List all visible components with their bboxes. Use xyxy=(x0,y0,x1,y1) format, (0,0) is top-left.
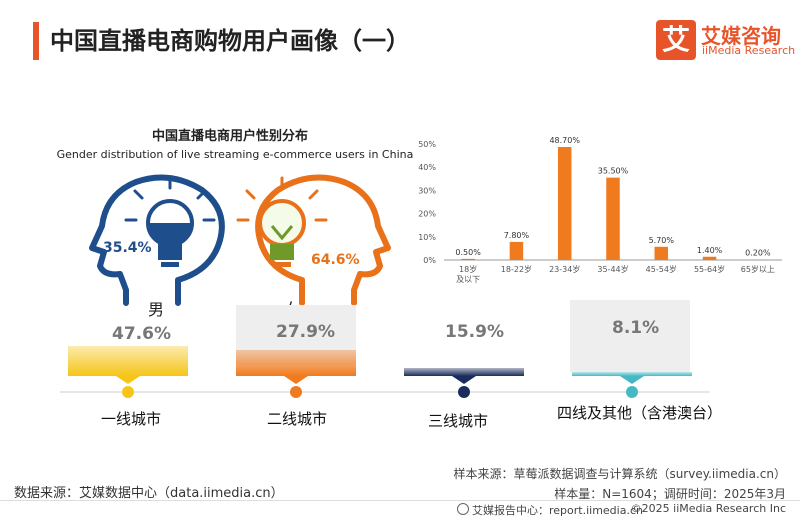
x-tick-label: 23-34岁 xyxy=(549,264,580,274)
title-accent-bar xyxy=(33,22,39,60)
age-bar xyxy=(557,147,572,260)
tier-pointer xyxy=(284,376,308,384)
y-tick-label: 40% xyxy=(418,163,436,172)
logo-text-cn: 艾媒咨询 xyxy=(701,24,781,48)
female-bulb-icon xyxy=(236,176,328,267)
age-bar-label: 35.50% xyxy=(598,167,629,176)
tier-bar xyxy=(572,372,692,376)
tier-1-percentage: 47.6% xyxy=(112,324,171,344)
x-tick-label: 18岁及以下 xyxy=(456,264,480,284)
tier-2-name: 二线城市 xyxy=(267,410,328,428)
tier-marker xyxy=(626,386,638,398)
page-title: 中国直播电商购物用户画像（一） xyxy=(50,27,410,55)
male-percentage: 35.4% xyxy=(103,240,152,256)
y-tick-label: 0% xyxy=(423,256,436,265)
age-bar xyxy=(654,246,669,260)
tier-3-percentage: 15.9% xyxy=(445,322,504,342)
female-percentage: 64.6% xyxy=(311,252,360,268)
tier-pointer xyxy=(452,376,476,384)
tier-2-percentage: 27.9% xyxy=(276,322,335,342)
logo-text-en: iiMedia Research xyxy=(702,44,796,57)
copyright: ©2025 iiMedia Research Inc xyxy=(630,502,786,515)
x-tick-label: 45-54岁 xyxy=(646,264,677,274)
age-distribution-chart: 0% 10% 20% 30% 40% 50% 0.50% 18岁及以下 7.80% 18-22岁 4… xyxy=(418,136,782,284)
age-bar-label: 5.70% xyxy=(649,236,675,245)
tier-marker xyxy=(122,386,134,398)
male-bulb-icon xyxy=(124,176,216,267)
y-tick-label: 50% xyxy=(418,140,436,149)
tier-3-name: 三线城市 xyxy=(428,412,489,430)
age-bar xyxy=(509,241,524,260)
y-tick-label: 30% xyxy=(418,186,436,195)
tier-pointer xyxy=(620,376,644,384)
tier-marker xyxy=(290,386,302,398)
x-tick-label: 65岁以上 xyxy=(741,264,775,274)
sample-size: 样本量：N=1604；调研时间：2025年3月 xyxy=(554,487,786,501)
age-bar-label: 7.80% xyxy=(504,231,530,240)
y-tick-label: 10% xyxy=(418,233,436,242)
age-bar-label: 1.40% xyxy=(697,246,723,255)
x-tick-label: 55-64岁 xyxy=(694,264,725,274)
tier-4-name: 四线及其他（含港澳台） xyxy=(557,404,723,422)
x-tick-label: 18-22岁 xyxy=(501,264,532,274)
age-bar xyxy=(461,258,475,260)
globe-icon xyxy=(457,503,469,515)
gender-chart-subtitle: Gender distribution of live streaming e-… xyxy=(56,148,414,161)
age-bar-label: 48.70% xyxy=(549,136,580,145)
age-bar xyxy=(702,256,717,260)
tier-bar xyxy=(404,368,524,376)
male-label: 男 xyxy=(148,300,165,319)
sample-source: 样本来源：草莓派数据调查与计算系统（survey.iimedia.cn） xyxy=(453,467,786,481)
gender-chart-title: 中国直播电商用户性别分布 xyxy=(151,129,308,144)
tier-marker xyxy=(458,386,470,398)
tier-1-name: 一线城市 xyxy=(101,410,162,428)
female-head-icon xyxy=(255,174,391,306)
x-tick-label: 35-44岁 xyxy=(597,264,628,274)
tier-bar xyxy=(236,350,356,376)
gender-heads-illustration xyxy=(89,174,391,306)
footer-divider xyxy=(0,500,800,501)
age-bar xyxy=(606,177,620,260)
tier-pointer xyxy=(116,376,140,384)
tier-4-value-box xyxy=(570,300,690,372)
city-tier-graphics xyxy=(60,346,710,398)
report-center: 艾媒报告中心：report.iimedia.cn xyxy=(472,504,643,517)
tier-bar xyxy=(68,346,188,376)
y-tick-label: 20% xyxy=(418,210,436,219)
age-bar-label: 0.20% xyxy=(745,249,771,258)
logo-icon: 艾 xyxy=(656,20,696,60)
male-head-icon xyxy=(89,174,225,306)
data-source: 数据来源：艾媒数据中心（data.iimedia.cn） xyxy=(14,486,284,501)
age-bar-label: 0.50% xyxy=(455,248,481,257)
tier-4-percentage: 8.1% xyxy=(612,318,660,338)
